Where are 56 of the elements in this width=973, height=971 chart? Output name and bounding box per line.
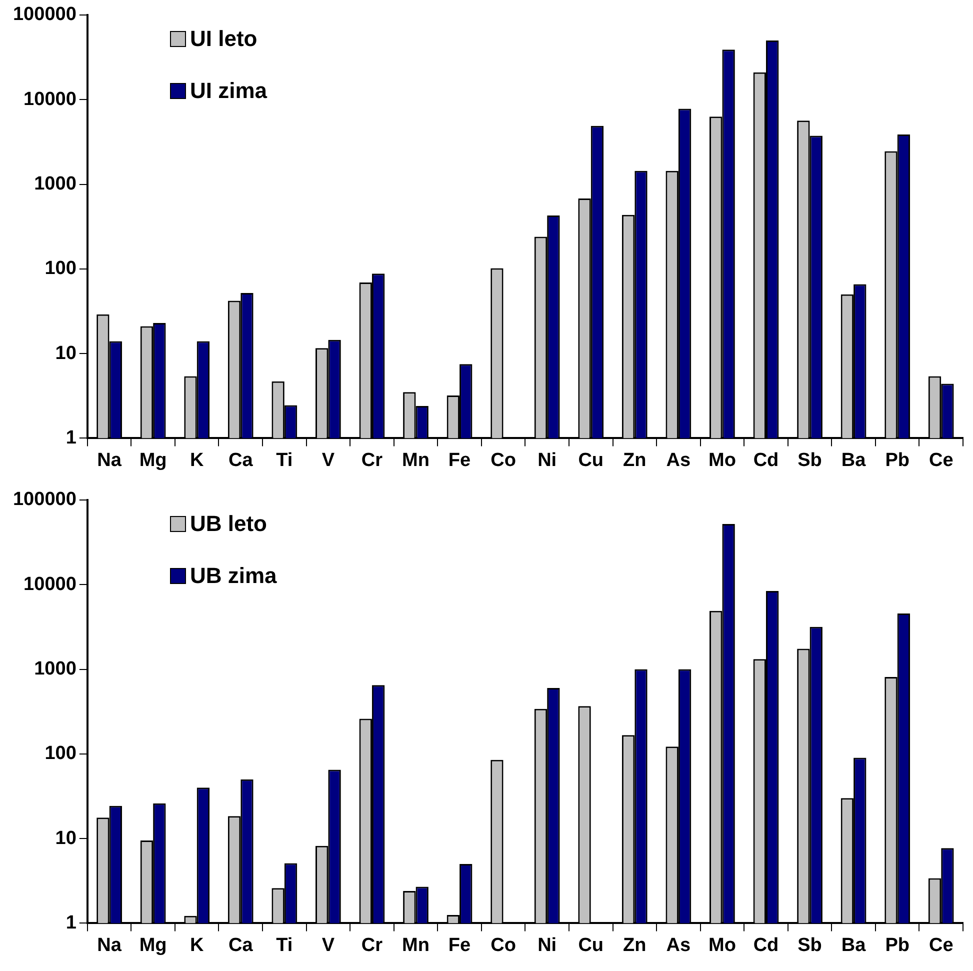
x-tick-label: Na (97, 934, 122, 956)
y-tick-label: 100 (44, 743, 76, 764)
x-tick-label: K (190, 450, 204, 471)
x-tick-label: Mn (402, 934, 430, 956)
x-tick-label: Ti (276, 934, 293, 956)
x-tick-label: Mg (139, 934, 167, 956)
y-tick-label: 1 (66, 427, 77, 448)
x-tick-label: Ca (228, 934, 254, 956)
x-tick-label: Co (490, 450, 516, 471)
y-tick-label: 10000 (24, 574, 76, 595)
x-tick-label: Co (490, 934, 516, 956)
x-tick-label: Zn (623, 934, 646, 956)
x-tick-label: Cd (753, 450, 779, 471)
y-tick-label: 1 (66, 912, 77, 934)
x-tick-label: Ce (928, 934, 954, 956)
y-tick-label: 100000 (12, 489, 76, 510)
x-tick-label: K (190, 934, 204, 956)
x-tick-label: As (666, 934, 691, 956)
x-tick-label: Na (97, 450, 122, 471)
x-tick-label: Ni (538, 450, 557, 471)
x-tick-label: As (666, 450, 691, 471)
y-tick-label: 10000 (24, 88, 76, 110)
x-tick-label: V (322, 450, 335, 471)
x-tick-label: Ni (538, 934, 557, 956)
x-tick-label: Pb (885, 934, 910, 956)
x-tick-label: Ti (276, 450, 293, 471)
x-tick-label: V (322, 934, 335, 956)
x-tick-label: Cd (753, 934, 779, 956)
x-tick-label: Zn (623, 450, 646, 471)
y-tick-label: 10 (55, 828, 76, 849)
x-tick-label: Cr (361, 450, 384, 471)
x-tick-label: Ca (228, 450, 254, 471)
x-tick-label: Ba (841, 934, 866, 956)
x-tick-label: Mo (708, 450, 736, 471)
legend-label: UI leto (190, 26, 258, 52)
x-tick-label: Mo (708, 934, 736, 956)
x-tick-label: Pb (885, 450, 910, 471)
x-tick-label: Cu (578, 934, 604, 956)
legend-label: UB zima (190, 563, 277, 589)
y-tick-label: 100 (44, 258, 76, 280)
x-tick-label: Fe (448, 450, 471, 471)
y-tick-label: 1000 (34, 658, 76, 680)
x-tick-label: Cr (361, 934, 384, 956)
x-tick-label: Sb (798, 450, 822, 471)
legend-label: UB leto (190, 511, 267, 537)
x-tick-label: Mn (402, 450, 430, 471)
x-tick-label: Cu (578, 450, 604, 471)
legend-label: UI zima (190, 78, 268, 104)
y-tick-label: 1000 (34, 174, 76, 195)
x-tick-label: Fe (448, 934, 471, 956)
x-tick-label: Ba (841, 450, 866, 471)
x-tick-label: Ce (928, 450, 954, 471)
y-tick-label: 10 (55, 342, 76, 364)
x-tick-label: Mg (139, 450, 167, 471)
x-tick-label: Sb (798, 934, 822, 956)
y-tick-label: 100000 (12, 4, 76, 26)
